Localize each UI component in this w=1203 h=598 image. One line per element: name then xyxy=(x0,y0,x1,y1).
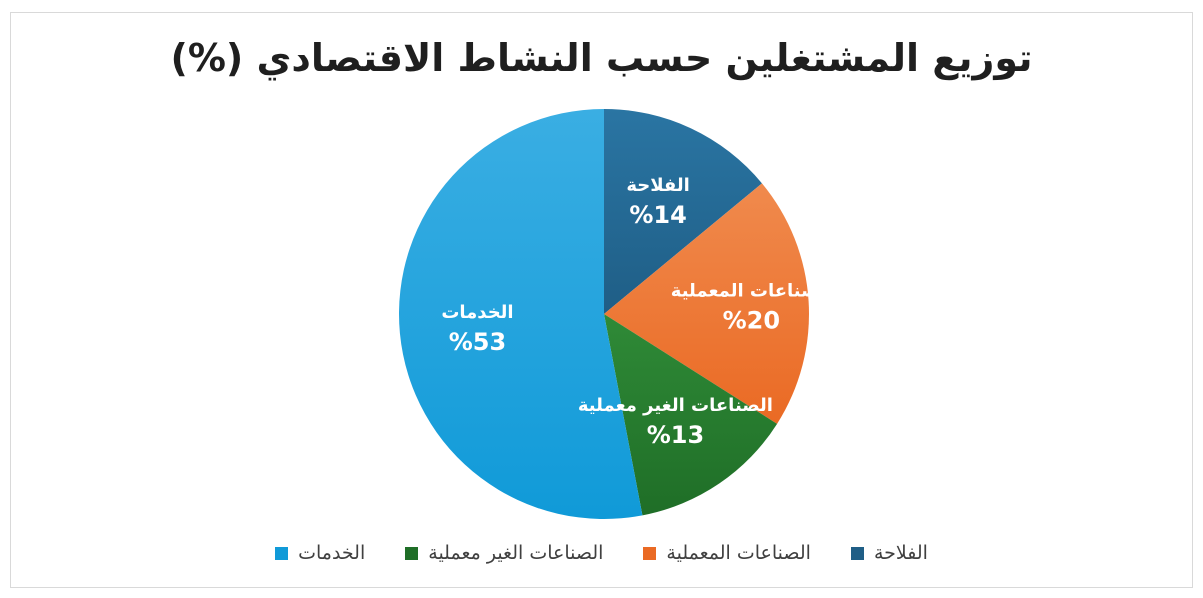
legend: الفلاحة الصناعات المعملية الصناعات الغير… xyxy=(0,538,1203,568)
slice-category-label: الصناعات المعملية xyxy=(671,281,832,302)
slice-category-label: الخدمات xyxy=(441,302,513,323)
legend-swatch xyxy=(275,546,289,560)
chart-title: توزيع المشتغلين حسب النشاط الاقتصادي (%) xyxy=(170,36,1033,80)
legend-swatch xyxy=(850,546,864,560)
legend-item-agriculture: الفلاحة xyxy=(850,542,928,564)
slice-value-label: %20 xyxy=(723,307,780,335)
slice-value-label: %14 xyxy=(629,201,686,229)
legend-label: الصناعات المعملية xyxy=(666,542,811,564)
legend-label: الفلاحة xyxy=(873,542,928,564)
slice-value-label: %53 xyxy=(449,328,506,356)
pie-slice-agriculture xyxy=(604,109,762,314)
legend-item-manufacturing: الصناعات المعملية xyxy=(643,542,811,564)
legend-swatch xyxy=(405,546,419,560)
pie-slice-manufacturing xyxy=(604,183,809,424)
legend-label: الخدمات xyxy=(298,542,366,564)
legend-item-services: الخدمات xyxy=(275,542,365,564)
legend-label: الصناعات الغير معملية xyxy=(428,542,604,564)
pie-slice-services xyxy=(399,109,643,519)
slice-value-label: %13 xyxy=(647,421,704,449)
slice-category-label: الفلاحة xyxy=(626,175,689,196)
legend-swatch xyxy=(643,546,657,560)
slice-category-label: الصناعات الغير معملية xyxy=(578,395,773,416)
legend-item-non-manufacturing: الصناعات الغير معملية xyxy=(405,542,603,564)
pie-slice-non-manufacturing xyxy=(604,314,778,516)
